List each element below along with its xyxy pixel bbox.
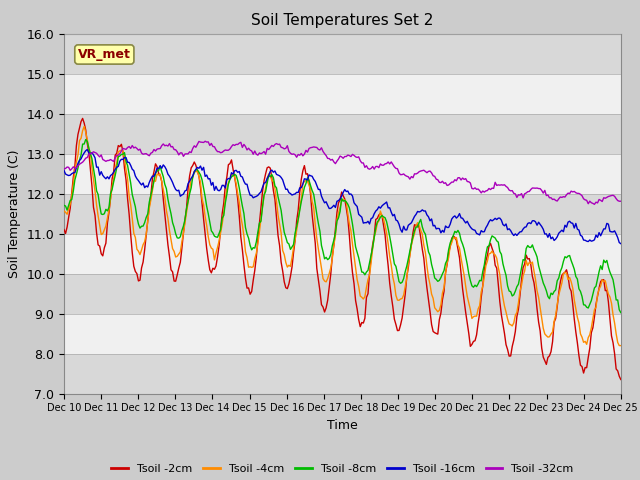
Bar [64,313,621,354]
Bar [64,193,621,234]
Legend: Tsoil -2cm, Tsoil -4cm, Tsoil -8cm, Tsoil -16cm, Tsoil -32cm: Tsoil -2cm, Tsoil -4cm, Tsoil -8cm, Tsoi… [107,459,578,478]
Title: Soil Temperatures Set 2: Soil Temperatures Set 2 [252,13,433,28]
Bar [64,34,621,73]
Bar [64,234,621,274]
Bar [64,73,621,114]
Bar [64,354,621,394]
X-axis label: Time: Time [327,419,358,432]
Text: VR_met: VR_met [78,48,131,61]
Bar [64,154,621,193]
Y-axis label: Soil Temperature (C): Soil Temperature (C) [8,149,21,278]
Bar [64,274,621,313]
Bar [64,114,621,154]
